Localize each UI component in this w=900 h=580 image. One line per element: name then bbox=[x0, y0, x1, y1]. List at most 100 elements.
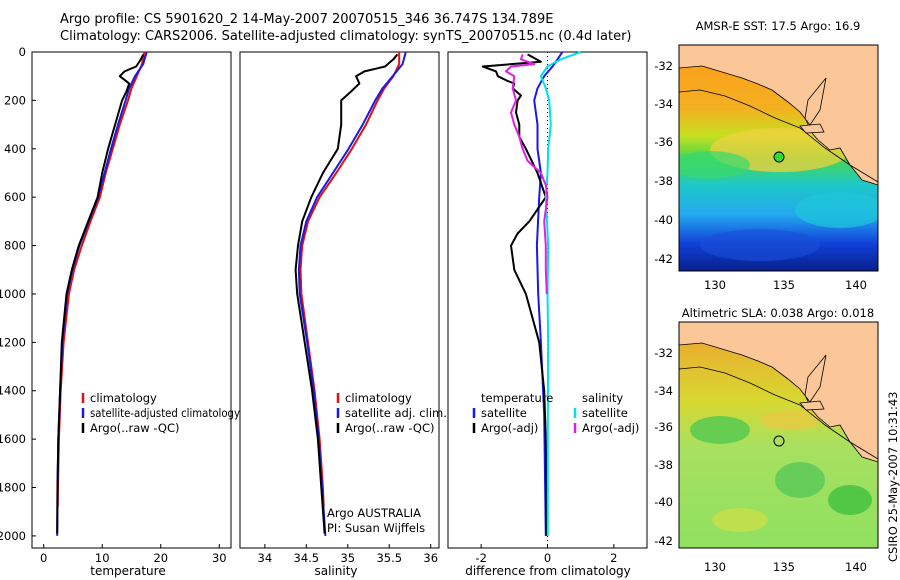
lat-label: -32 bbox=[654, 59, 673, 73]
temperature-xlabel: temperature bbox=[90, 564, 165, 578]
x-tick-label: 0 bbox=[544, 551, 551, 565]
salinity-tick-labels: 34 34.5 35 35.5 36 bbox=[258, 544, 438, 565]
argo-float-marker bbox=[773, 435, 785, 447]
depth-tick-label: 1200 bbox=[0, 335, 26, 349]
series-line-temperature-satellite bbox=[533, 51, 564, 536]
series-line-argo-raw-qc bbox=[56, 53, 145, 534]
series-line-salinity-satellite bbox=[539, 51, 582, 536]
lat-label: -38 bbox=[654, 458, 673, 472]
x-tick-label: 35 bbox=[340, 551, 355, 565]
depth-tick-label: 400 bbox=[4, 142, 26, 156]
legend-label-sal-satellite: satellite bbox=[582, 406, 628, 420]
sst-map: AMSR-E SST: 17.5 Argo: 16.9 -32 -34 -36 … bbox=[654, 19, 879, 292]
temperature-axes-frame bbox=[31, 51, 232, 549]
depth-tick-label: 1000 bbox=[0, 287, 26, 301]
x-tick-label: 34.5 bbox=[294, 551, 320, 565]
x-tick-label: -2 bbox=[475, 551, 486, 565]
x-tick-label: 20 bbox=[153, 551, 168, 565]
sst-cyan-patch bbox=[795, 192, 878, 228]
sla-map: Altimetric SLA: 0.038 Argo: 0.018 -32 -3… bbox=[654, 306, 879, 574]
sla-map-lat-labels: -32 -34 -36 -38 -40 -42 bbox=[654, 346, 673, 548]
legend-heading-salinity: salinity bbox=[582, 391, 623, 405]
series-line-temperature-argo-adj bbox=[481, 53, 548, 536]
legend-label-temp-satellite: satellite bbox=[481, 406, 527, 420]
sla-yellow-patch bbox=[712, 508, 768, 532]
sst-map-frame bbox=[678, 44, 879, 272]
temperature-panel: 0 200 400 600 800 1000 1200 1400 1600 1800 2000 0 1… bbox=[0, 45, 240, 578]
australia-landmass bbox=[679, 322, 878, 463]
argo-float-marker bbox=[773, 151, 785, 163]
depth-tick-label: 1800 bbox=[0, 481, 26, 495]
sst-blue-patch bbox=[700, 229, 820, 261]
depth-tick-label: 0 bbox=[19, 45, 26, 59]
lat-label: -40 bbox=[654, 495, 673, 509]
series-line-argo-raw-qc bbox=[294, 53, 399, 534]
lat-label: -40 bbox=[654, 213, 673, 227]
temperature-legend: climatology satellite-adjusted climatolo… bbox=[81, 391, 240, 435]
x-tick-label: 36 bbox=[423, 551, 438, 565]
difference-tick-labels: -2 0 2 bbox=[475, 544, 617, 565]
salinity-panel: 34 34.5 35 35.5 36 salinity climatology sate… bbox=[239, 51, 447, 578]
depth-tick-label: 800 bbox=[4, 239, 26, 253]
creation-stamp: CSIRO 25-May-2007 10:31:43 bbox=[886, 391, 900, 563]
legend-label-satellite-adj: satellite adj. clim. bbox=[345, 406, 447, 420]
x-tick-label: 0 bbox=[40, 551, 47, 565]
lat-label: -36 bbox=[654, 135, 673, 149]
difference-legend-temperature: temperature satellite Argo(-adj) bbox=[472, 391, 553, 435]
legend-label-temp-argo: Argo(-adj) bbox=[481, 421, 538, 435]
series-line-satellite-adj-clim bbox=[297, 51, 407, 536]
x-tick-label: 10 bbox=[95, 551, 110, 565]
lat-label: -42 bbox=[654, 252, 673, 266]
lat-label: -34 bbox=[654, 97, 673, 111]
lon-label: 140 bbox=[845, 278, 867, 292]
legend-label-climatology: climatology bbox=[345, 391, 412, 405]
shelf-contour bbox=[679, 366, 878, 460]
kangaroo-island bbox=[799, 400, 825, 411]
figure-title-line2: Climatology: CARS2006. Satellite-adjuste… bbox=[60, 29, 632, 44]
australia-landmass bbox=[679, 45, 878, 186]
series-line-salinity-argo-adj bbox=[505, 54, 549, 295]
legend-label-argo: Argo(..raw -QC) bbox=[90, 421, 180, 435]
kangaroo-island bbox=[799, 123, 825, 134]
depth-tick-label: 2000 bbox=[0, 529, 26, 543]
sst-map-lon-labels: 130 135 140 bbox=[704, 278, 867, 292]
sst-map-field bbox=[679, 45, 878, 271]
difference-legend-salinity: salinity satellite Argo(-adj) bbox=[573, 391, 639, 435]
x-tick-label: 30 bbox=[212, 551, 227, 565]
lat-label: -36 bbox=[654, 420, 673, 434]
sla-map-title: Altimetric SLA: 0.038 Argo: 0.018 bbox=[682, 306, 874, 320]
float-program-annotation: Argo AUSTRALIA bbox=[327, 506, 421, 520]
depth-tick-labels: 0 200 400 600 800 1000 1200 1400 1600 1800 2000 bbox=[0, 45, 26, 543]
depth-tick-label: 600 bbox=[4, 190, 26, 204]
lon-label: 135 bbox=[773, 278, 795, 292]
float-pi-annotation: PI: Susan Wijffels bbox=[327, 521, 425, 535]
legend-label-climatology: climatology bbox=[90, 391, 157, 405]
lat-label: -38 bbox=[654, 174, 673, 188]
x-tick-label: 34 bbox=[258, 551, 273, 565]
legend-heading-temperature: temperature bbox=[481, 391, 553, 405]
x-tick-label: 2 bbox=[610, 551, 617, 565]
legend-label-sal-argo: Argo(-adj) bbox=[582, 421, 639, 435]
lat-label: -42 bbox=[654, 534, 673, 548]
sla-map-lon-labels: 130 135 140 bbox=[704, 560, 867, 574]
lat-label: -32 bbox=[654, 346, 673, 360]
salinity-axes-frame bbox=[239, 51, 440, 549]
difference-panel: -2 0 2 difference from climatology tempera… bbox=[447, 51, 648, 578]
lon-label: 130 bbox=[704, 560, 726, 574]
sla-green-patch bbox=[690, 416, 750, 444]
sst-green-patch bbox=[679, 151, 750, 179]
figure-title-line1: Argo profile: CS 5901620_2 14-May-2007 2… bbox=[60, 12, 554, 27]
sla-map-field bbox=[679, 322, 878, 548]
legend-label-argo: Argo(..raw -QC) bbox=[345, 421, 435, 435]
shelf-contour bbox=[679, 89, 878, 183]
salinity-series-group bbox=[294, 51, 407, 536]
lon-label: 140 bbox=[845, 560, 867, 574]
difference-xlabel: difference from climatology bbox=[465, 564, 631, 578]
salinity-xlabel: salinity bbox=[314, 564, 357, 578]
depth-tick-label: 200 bbox=[4, 93, 26, 107]
legend-label-satellite-adjusted: satellite-adjusted climatology bbox=[90, 406, 240, 420]
depth-tick-label: 1400 bbox=[0, 384, 26, 398]
sla-map-frame bbox=[678, 321, 879, 549]
